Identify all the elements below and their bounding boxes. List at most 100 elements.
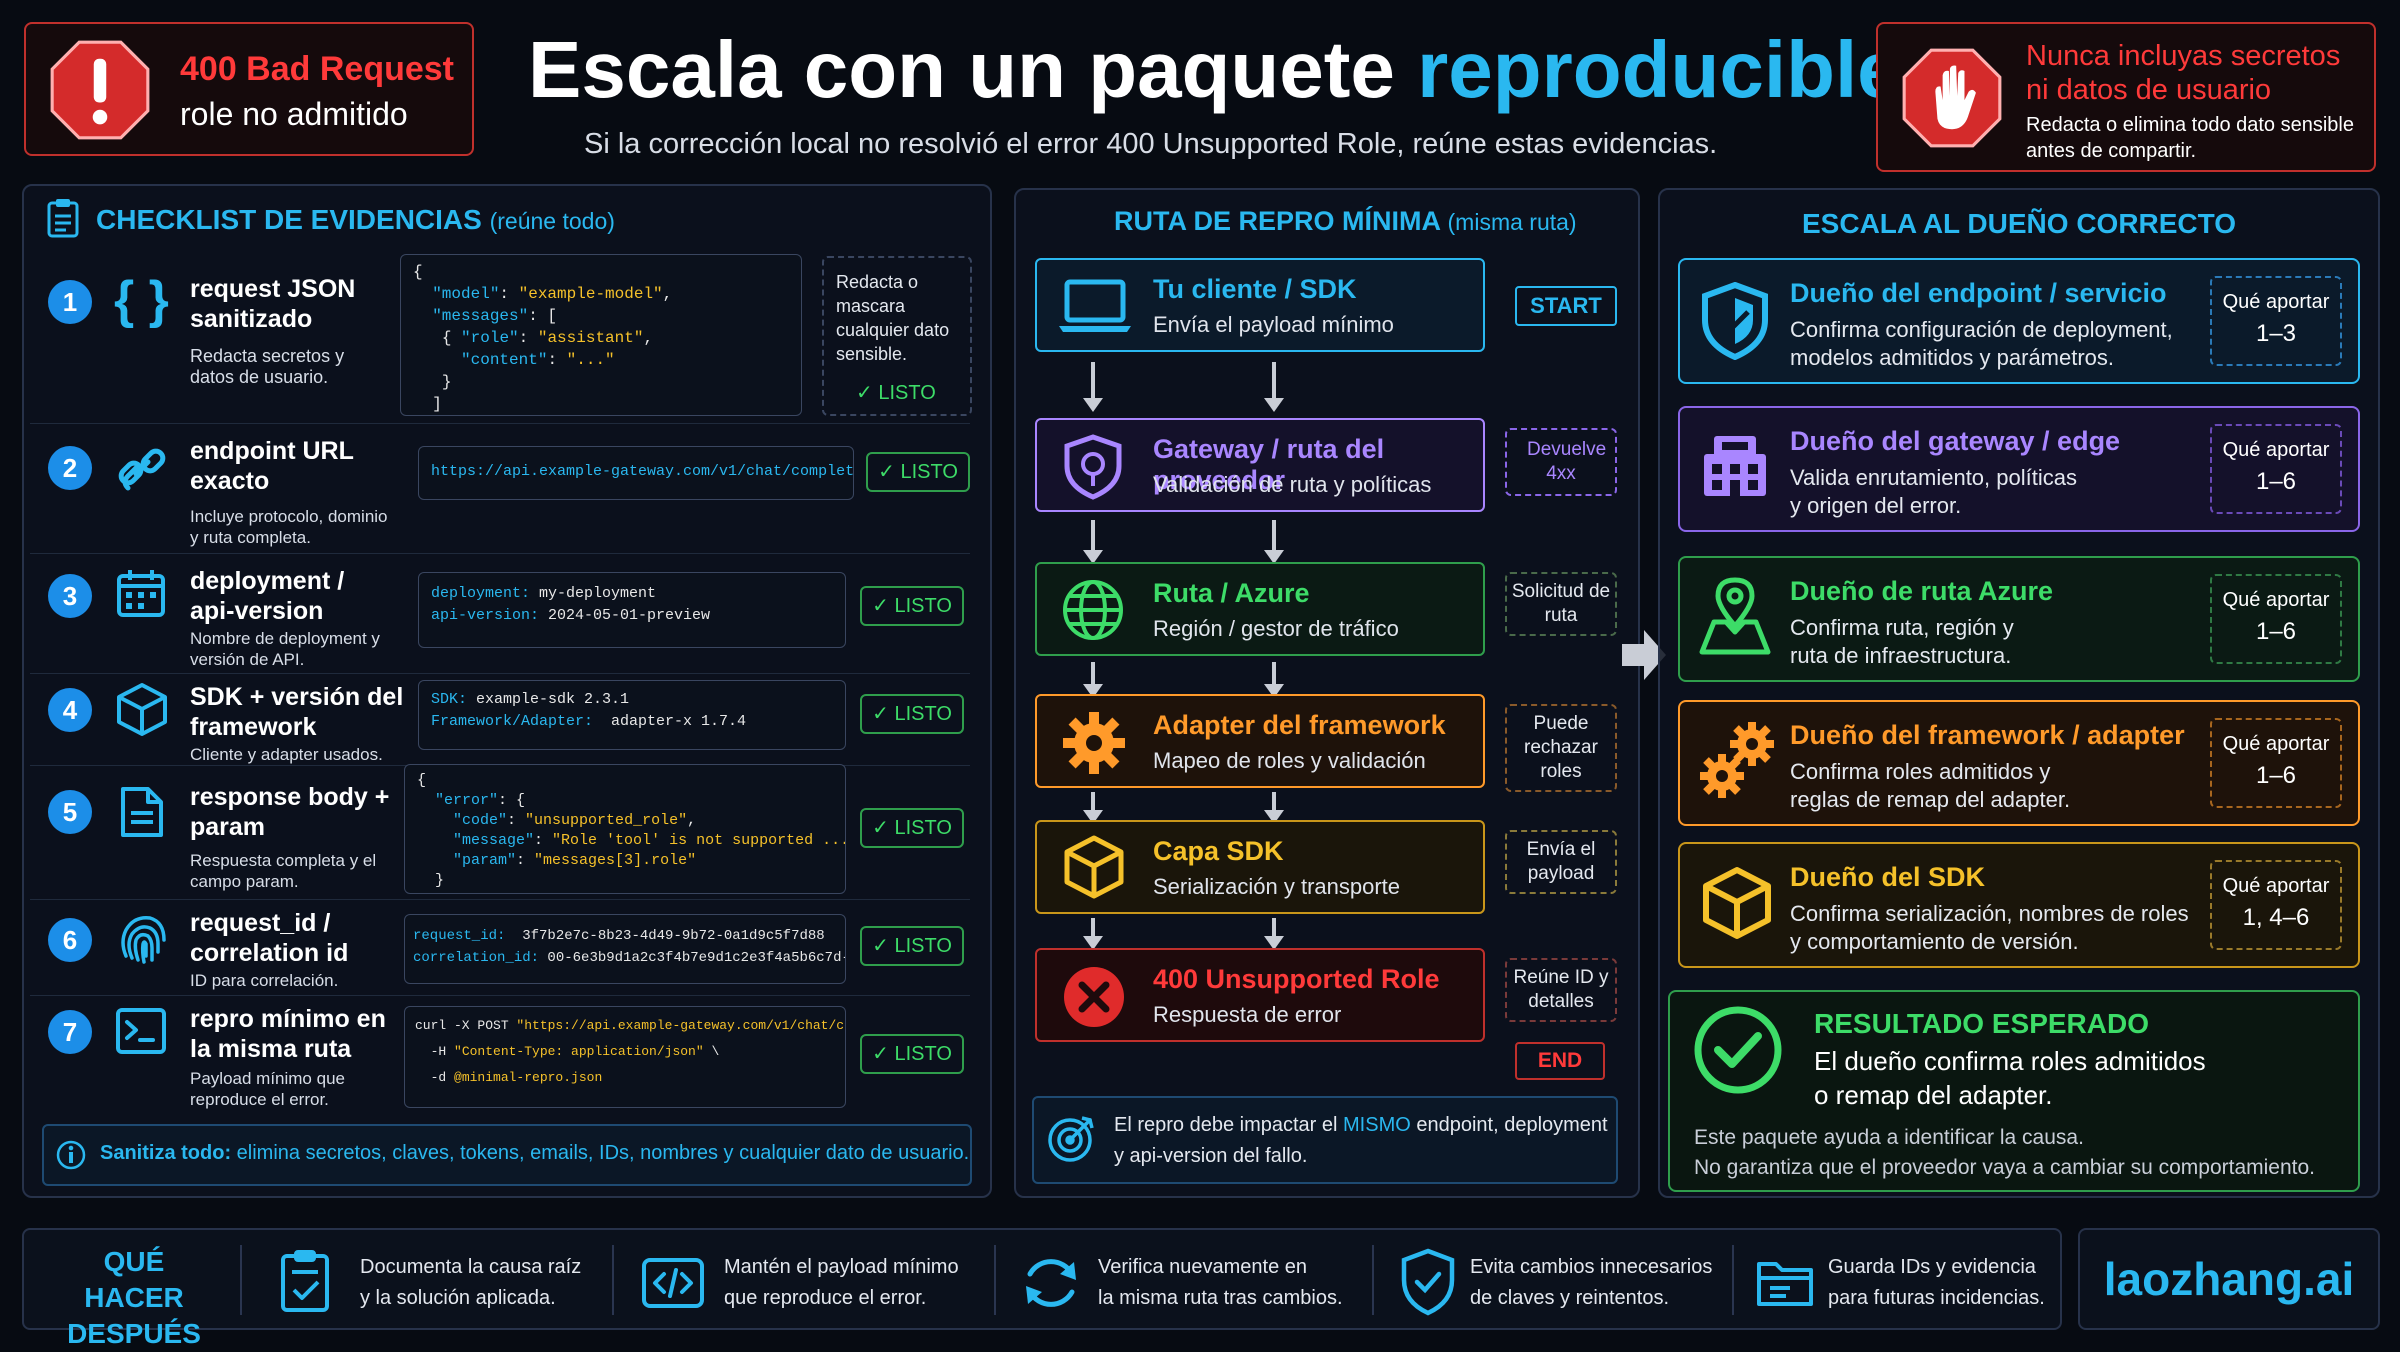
page-title-main: Escala con un paquete — [528, 25, 1418, 114]
owners-title: ESCALA AL DUEÑO CORRECTO — [1802, 208, 2237, 239]
route-step-6-desc: Respuesta de error — [1153, 1002, 1342, 1027]
arrow-2b — [1264, 520, 1284, 564]
separator-3 — [1372, 1245, 1374, 1315]
terminal-icon — [116, 1008, 166, 1054]
alert-right-title-2: ni datos de usuario — [2026, 74, 2272, 106]
arrow-1a — [1083, 362, 1103, 412]
alert-right-text-2: antes de compartir. — [2026, 140, 2197, 162]
link-icon — [118, 448, 166, 491]
owner-endpoint: Dueño del endpoint / servicio Confirma c… — [1678, 258, 2360, 384]
cube-icon — [1064, 835, 1124, 899]
step-number-6: 6 — [48, 918, 92, 962]
page-title-accent: reproducible — [1417, 25, 1902, 114]
route-step-5-title: Capa SDK — [1153, 836, 1284, 866]
route-step-1-desc: Envía el payload mínimo — [1153, 312, 1394, 337]
owner-4-title: Dueño del framework / adapter — [1790, 720, 2185, 750]
owner-sdk: Dueño del SDK Confirma serialización, no… — [1678, 842, 2360, 968]
refresh-icon — [1026, 1259, 1076, 1307]
checklist-row-6 — [30, 900, 970, 996]
gear-icon — [1063, 712, 1125, 774]
owner-3-qa: Qué aportar 1–6 — [2210, 574, 2342, 664]
arrow-2a — [1083, 520, 1103, 564]
checklist-hint: (reúne todo) — [489, 208, 615, 234]
route-tag-4: Puede rechazar roles — [1505, 704, 1617, 792]
globe-icon — [1063, 580, 1123, 640]
item-2-title: endpoint URL exacto — [190, 437, 354, 495]
map-pin-icon — [1699, 577, 1771, 655]
stop-hand-icon — [1902, 48, 2002, 148]
item-4-desc: Cliente y adapter usados. — [190, 745, 383, 764]
listo-badge-6: ✓ LISTO — [860, 926, 964, 966]
arrow-5a — [1083, 918, 1103, 950]
result-line-1: El dueño confirma roles admitidos — [1814, 1046, 2206, 1076]
laptop-icon — [1059, 279, 1131, 332]
cube-icon — [1703, 867, 1771, 939]
route-hint: (misma ruta) — [1447, 209, 1577, 235]
owner-1-qa: Qué aportar 1–3 — [2210, 276, 2342, 366]
result-title: RESULTADO ESPERADO — [1814, 1008, 2149, 1039]
listo-badge-5: ✓ LISTO — [860, 808, 964, 848]
next-item-5: Guarda IDs y evidencia para futuras incid… — [1828, 1256, 2045, 1309]
checklist-title: CHECKLIST DE EVIDENCIAS (reúne todo) — [96, 204, 615, 236]
arrow-5b — [1264, 918, 1284, 950]
result-note-2: No garantiza que el proveedor vaya a cam… — [1694, 1156, 2315, 1179]
next-steps-bar — [22, 1228, 2062, 1330]
alert-left-title: 400 Bad Request — [180, 50, 454, 88]
step-number-2: 2 — [48, 446, 92, 490]
checklist-row-3 — [30, 554, 970, 674]
gateway-icon — [1704, 436, 1766, 496]
owner-1-desc: Confirma configuración de deployment, mod… — [1790, 317, 2173, 370]
owner-gateway: Dueño del gateway / edge Valida enrutami… — [1678, 406, 2360, 532]
owner-5-desc: Confirma serialización, nombres de roles… — [1790, 901, 2189, 954]
code-icon — [642, 1258, 704, 1308]
cube-icon — [117, 683, 167, 736]
route-step-5-desc: Serialización y transporte — [1153, 874, 1401, 899]
step-number-1: 1 — [48, 280, 92, 324]
check-circle-icon — [1694, 1006, 1782, 1094]
separator-1 — [612, 1245, 614, 1315]
item-1-title: request JSON sanitizado — [190, 275, 356, 333]
shield-icon — [1064, 434, 1122, 500]
owner-2-title: Dueño del gateway / edge — [1790, 426, 2121, 456]
step-number-4: 4 — [48, 688, 92, 732]
route-step-1-title: Tu cliente / SDK — [1153, 274, 1357, 304]
result-line-2: o remap del adapter. — [1814, 1080, 2053, 1110]
doc-check-icon — [281, 1250, 329, 1312]
route-step-sdk: Capa SDK Serialización y transporte — [1035, 820, 1485, 914]
brand-box — [2078, 1228, 2380, 1330]
info-icon — [56, 1140, 86, 1170]
item-5-desc: Respuesta completa y el campo param. — [190, 851, 377, 891]
owner-2-desc: Valida enrutamiento, políticas y origen d… — [1790, 465, 2077, 518]
item-7-desc: Payload mínimo que reproduce el error. — [190, 1069, 345, 1109]
route-tag-5: Envía el payload — [1505, 830, 1617, 894]
braces-icon: { } — [114, 271, 169, 329]
route-tag-3: Solicitud de ruta — [1505, 572, 1617, 636]
start-badge: START — [1515, 286, 1617, 326]
owner-2-qa: Qué aportar 1–6 — [2210, 424, 2342, 514]
step-number-7: 7 — [48, 1010, 92, 1054]
item-6-title: request_id / correlation id — [190, 909, 349, 967]
checklist-row-5 — [30, 766, 970, 900]
route-note: El repro debe impactar el MISMO endpoint… — [1114, 1114, 1608, 1167]
arrow-3a — [1083, 662, 1103, 698]
sanitize-text: Sanitiza todo: elimina secretos, claves,… — [100, 1142, 969, 1165]
owner-4-desc: Confirma roles admitidos y reglas de rema… — [1790, 759, 2071, 812]
shield-check-icon — [1401, 1248, 1455, 1316]
item-3-desc: Nombre de deployment y versión de API. — [190, 629, 380, 669]
route-tag-2: Devuelve 4xx — [1505, 428, 1617, 496]
route-step-azure: Ruta / Azure Región / gestor de tráfico — [1035, 562, 1485, 656]
route-step-client: Tu cliente / SDK Envía el payload mínimo — [1035, 258, 1485, 352]
redact-note-box — [822, 256, 972, 416]
item-2-desc: Incluye protocolo, dominio y ruta comple… — [190, 507, 388, 547]
owner-1-title: Dueño del endpoint / servicio — [1790, 278, 2167, 308]
brand-logo[interactable]: laozhang.ai — [2103, 1253, 2355, 1305]
arrow-1b — [1264, 362, 1284, 412]
separator-2 — [994, 1245, 996, 1315]
route-tag-6: Reúne ID y detalles — [1505, 958, 1617, 1022]
arrow-right-icon — [1622, 630, 1666, 680]
alert-secrets: Nunca incluyas secretos ni datos de usua… — [1876, 22, 2376, 172]
separator-0 — [240, 1245, 242, 1315]
end-badge: END — [1515, 1042, 1605, 1080]
item-5-title: response body + param — [190, 783, 390, 841]
result-box — [1668, 990, 2360, 1192]
